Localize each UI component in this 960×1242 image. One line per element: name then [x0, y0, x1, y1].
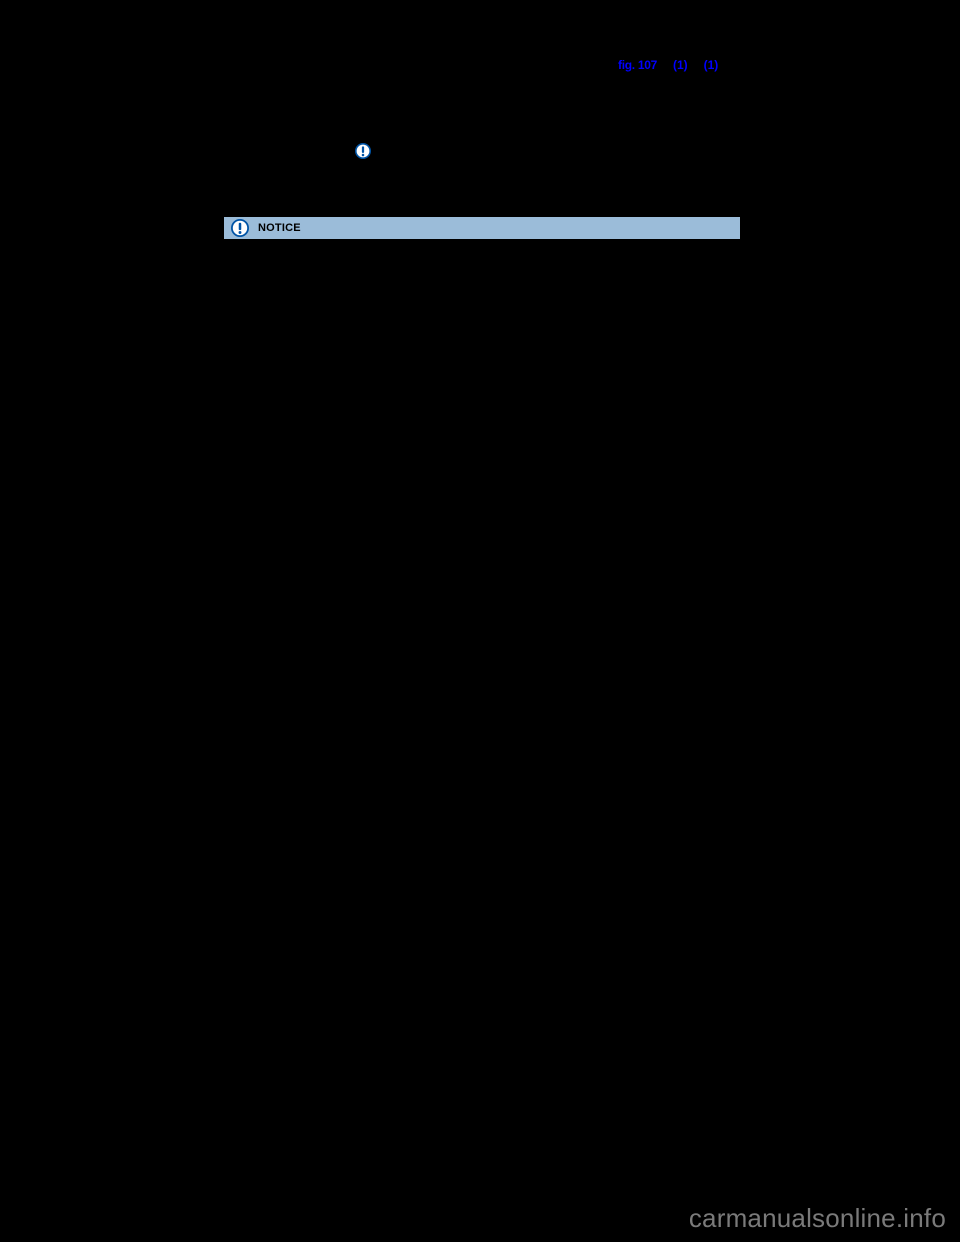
- notice-label: NOTICE: [258, 222, 301, 234]
- ref-link-1[interactable]: (1): [673, 58, 688, 72]
- watermark-text: carmanualsonline.info: [689, 1203, 946, 1234]
- notice-box-icon: [230, 218, 250, 238]
- notice-box: NOTICE: [223, 216, 741, 240]
- ref-link-2[interactable]: (1): [704, 58, 719, 72]
- fig-link[interactable]: fig. 107: [618, 58, 657, 72]
- page-container: fig. 107 (1) (1) NOTICE carmanualsonline…: [0, 0, 960, 1242]
- notice-icon: [355, 143, 371, 159]
- cross-reference-links: fig. 107 (1) (1): [618, 58, 718, 72]
